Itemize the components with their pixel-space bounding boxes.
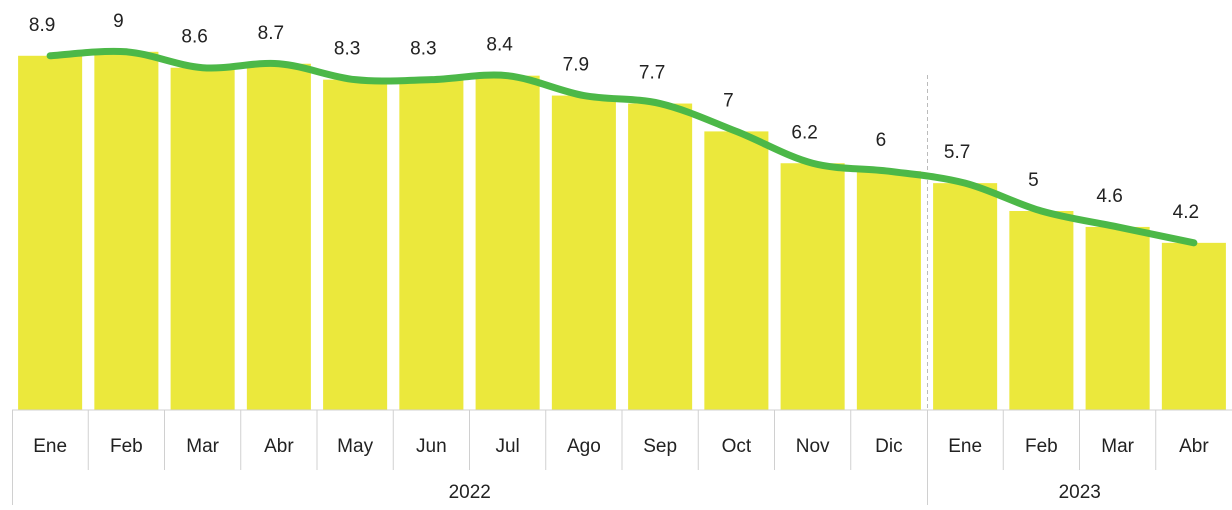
bar	[94, 51, 159, 411]
x-tick-label: Ene	[33, 436, 67, 457]
data-label: 4.2	[1173, 202, 1199, 223]
bar	[18, 55, 83, 410]
data-label: 4.6	[1096, 186, 1122, 207]
data-label: 7.7	[639, 63, 665, 84]
data-label: 8.9	[29, 15, 55, 36]
x-tick-label: Ene	[948, 436, 982, 457]
x-tick-label: Dic	[875, 436, 902, 457]
data-label: 8.7	[258, 23, 284, 44]
bar	[628, 103, 693, 410]
data-label: 8.3	[334, 39, 360, 60]
data-label: 5	[1028, 170, 1039, 191]
bar	[1085, 226, 1150, 410]
x-tick-label: Abr	[1179, 436, 1209, 457]
x-tick-label: Oct	[722, 436, 752, 457]
x-tick-label: Mar	[1101, 436, 1134, 457]
bar	[399, 79, 464, 410]
data-label: 8.6	[181, 27, 207, 48]
x-tick-label: Feb	[110, 436, 143, 457]
data-label: 8.4	[486, 35, 513, 56]
bar	[323, 79, 388, 410]
x-tick-label: Jul	[495, 436, 519, 457]
group-label: 2022	[449, 482, 491, 503]
bar	[170, 67, 235, 410]
line	[46, 47, 1198, 247]
data-label: 9	[113, 11, 124, 32]
data-label: 5.7	[944, 142, 970, 163]
x-tick-label: Mar	[186, 436, 219, 457]
bar	[933, 183, 998, 410]
data-label: 7.9	[563, 55, 589, 76]
x-tick-label: Ago	[567, 436, 601, 457]
data-label: 6	[876, 130, 887, 151]
bar	[551, 95, 616, 410]
x-tick-label: May	[337, 436, 373, 457]
bar	[704, 131, 769, 410]
x-tick-label: Nov	[796, 436, 830, 457]
bar	[780, 163, 845, 410]
bar	[1161, 242, 1226, 410]
bar	[1009, 211, 1074, 410]
group-label: 2023	[1059, 482, 1101, 503]
x-tick-label: Feb	[1025, 436, 1058, 457]
data-label: 8.3	[410, 39, 436, 60]
x-tick-label: Abr	[264, 436, 294, 457]
data-label: 7	[723, 90, 734, 111]
data-label: 6.2	[791, 122, 817, 143]
bar	[475, 75, 540, 411]
x-tick-label: Sep	[643, 436, 677, 457]
bar	[246, 63, 311, 411]
x-tick-label: Jun	[416, 436, 447, 457]
bar	[856, 171, 921, 410]
